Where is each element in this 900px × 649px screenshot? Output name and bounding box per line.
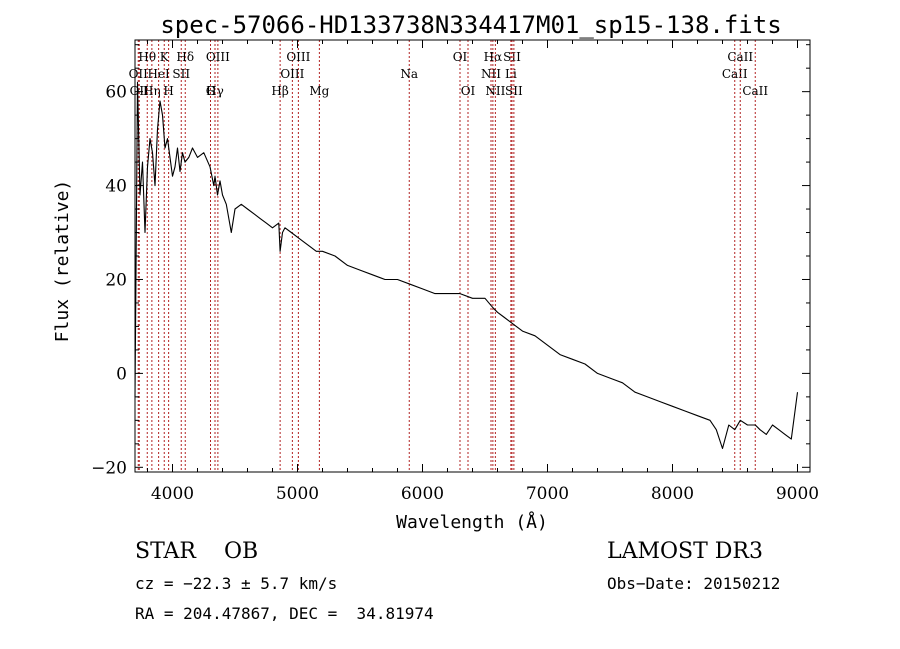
x-axis-label: Wavelength (Å) <box>396 511 548 533</box>
marker-label: SII <box>503 50 521 64</box>
marker-label: Hδ <box>176 50 194 64</box>
marker-label: HeI <box>147 67 170 81</box>
y-tick-label: 0 <box>116 364 127 384</box>
plot-frame <box>134 39 811 473</box>
x-tick-label: 6000 <box>401 484 444 504</box>
marker-label: Na <box>400 67 418 81</box>
marker-label: NII <box>481 67 501 81</box>
y-tick-label: −20 <box>91 458 127 478</box>
marker-label: OII <box>129 67 149 81</box>
series-layer <box>134 81 799 450</box>
y-tick-label: 20 <box>105 270 127 290</box>
marker-label: OII <box>130 84 150 98</box>
x-tick-label: 5000 <box>276 484 319 504</box>
marker-label: OIII <box>286 50 310 64</box>
x-tick-label: 8000 <box>651 484 694 504</box>
series-line-0 <box>134 81 799 450</box>
y-tick-label: 60 <box>105 83 127 103</box>
marker-label: Hγ <box>206 84 224 98</box>
marker-label: OIII <box>206 50 230 64</box>
survey-label: LAMOST DR3 <box>607 539 763 564</box>
y-axis-label: Flux (relative) <box>52 180 73 343</box>
marker-label: OI <box>453 50 468 64</box>
marker-label: CaII <box>742 84 768 98</box>
marker-label: NII <box>485 84 505 98</box>
spectral-line-markers: OII OII Hθ Hη HeI K H SII Hδ GHγ OIII Hβ OIII OIII Mg N… <box>129 40 768 472</box>
marker-label: CaII <box>727 50 753 64</box>
marker-label: G <box>206 84 216 98</box>
object-class: STAR OB <box>135 539 259 564</box>
marker-label: SII <box>172 67 190 81</box>
axes: 4000 5000 6000 7000 8000 9000 −20 0 20 40 60 <box>91 40 819 504</box>
marker-label: Li <box>505 67 517 81</box>
marker-label: K <box>160 50 170 64</box>
marker-label: OI <box>461 84 476 98</box>
marker-label: OIII <box>280 67 304 81</box>
y-tick-label: 40 <box>105 177 127 197</box>
marker-label: H <box>163 84 173 98</box>
obs-date: Obs−Date: 20150212 <box>607 574 781 593</box>
chart-title: spec-57066-HD133738N334417M01_sp15-138.f… <box>160 11 781 39</box>
marker-label: Hβ <box>271 84 288 98</box>
marker-label: Hη <box>143 84 161 98</box>
marker-label: Hα <box>484 50 503 64</box>
marker-label: Mg <box>309 84 329 98</box>
marker-label: CaII <box>722 67 748 81</box>
redshift-velocity: cz = −22.3 ± 5.7 km/s <box>135 574 338 593</box>
marker-label: SII <box>505 84 523 98</box>
ra-dec: RA = 204.47867, DEC = 34.81974 <box>135 604 434 623</box>
x-tick-label: 7000 <box>526 484 569 504</box>
marker-label: Hθ <box>138 50 156 64</box>
x-tick-label: 4000 <box>151 484 194 504</box>
x-tick-label: 9000 <box>776 484 819 504</box>
